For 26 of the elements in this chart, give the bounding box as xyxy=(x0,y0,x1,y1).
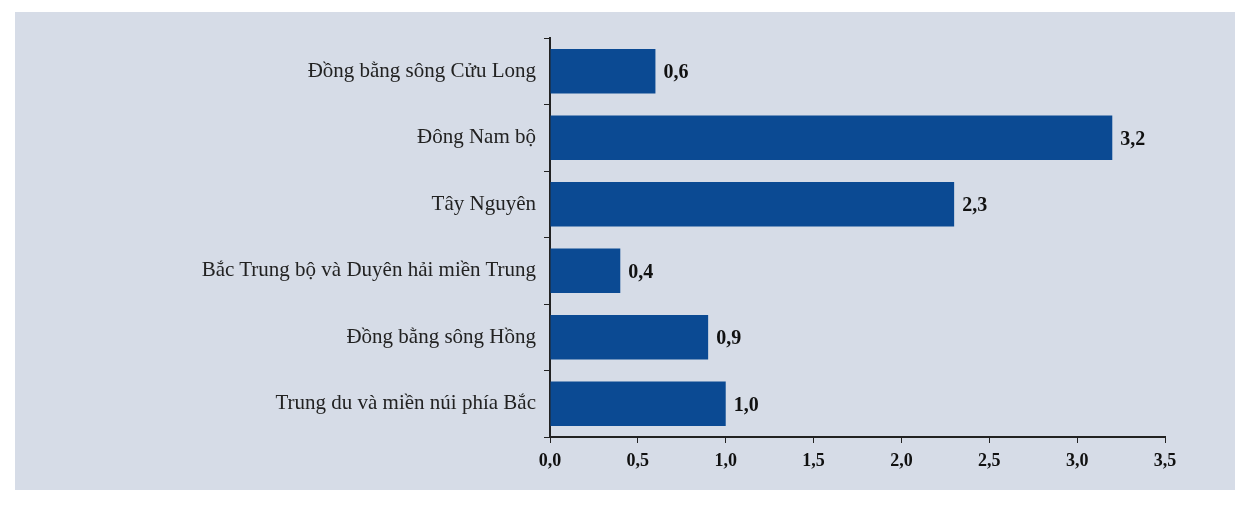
x-tick-label: 1,0 xyxy=(714,450,737,471)
x-tick-label: 0,0 xyxy=(538,450,562,471)
y-tick-label: Đồng bằng sông Hồng xyxy=(346,323,537,348)
x-tick-label: 3,5 xyxy=(1153,450,1177,471)
y-tick-label: Tây Nguyên xyxy=(431,190,537,215)
bar xyxy=(550,48,656,94)
x-tick-label: 2,5 xyxy=(978,450,1001,471)
data-label: 1,0 xyxy=(733,392,759,415)
bar xyxy=(550,115,1113,161)
x-tick-label: 2,0 xyxy=(890,450,913,471)
data-label: 2,3 xyxy=(962,193,988,216)
x-tick-label: 1,5 xyxy=(802,450,825,471)
data-label: 3,2 xyxy=(1120,126,1146,149)
y-tick-label: Trung du và miền núi phía Bắc xyxy=(275,390,536,415)
y-tick-label: Đồng bằng sông Cửu Long xyxy=(307,57,537,82)
bar xyxy=(550,248,621,294)
bar xyxy=(550,381,726,427)
data-label: 0,6 xyxy=(663,60,689,83)
bar xyxy=(550,181,955,227)
data-label: 0,9 xyxy=(716,326,742,349)
x-tick-label: 0,5 xyxy=(626,450,650,471)
y-tick-label: Đông Nam bộ xyxy=(417,124,536,149)
bar xyxy=(550,314,709,360)
x-tick-label: 3,0 xyxy=(1065,450,1089,471)
y-tick-label: Bắc Trung bộ và Duyên hải miền Trung xyxy=(201,257,537,282)
data-label: 0,4 xyxy=(628,259,654,282)
